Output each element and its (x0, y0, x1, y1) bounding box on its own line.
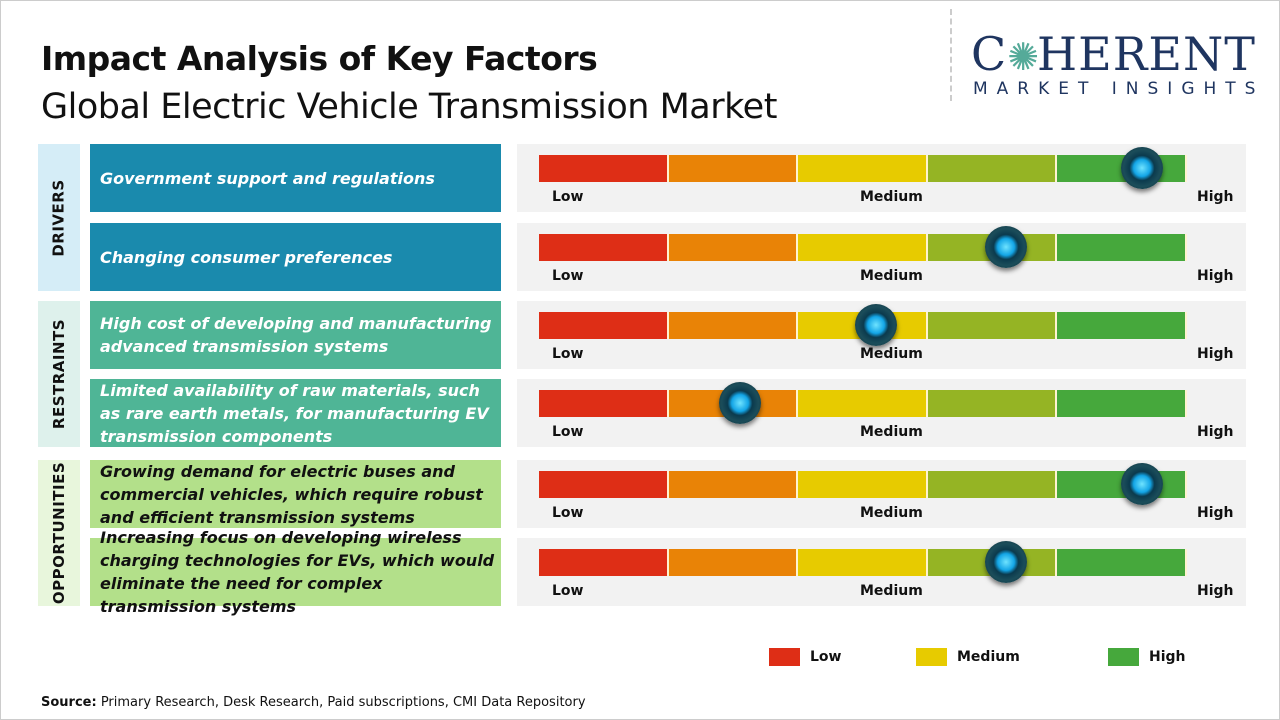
gauge-segment (539, 155, 669, 182)
gauge-segment (668, 312, 799, 339)
factor-text: Increasing focus on developing wireless … (100, 528, 495, 616)
group-label-opportunities: OPPORTUNITIES (38, 460, 80, 606)
gauge-segment (927, 471, 1058, 498)
scale-label-low: Low (552, 189, 584, 205)
impact-gauge: Low Medium High (517, 379, 1246, 447)
group-name: OPPORTUNITIES (50, 461, 68, 605)
scale-label-high: High (1197, 424, 1234, 440)
gauge-segment (539, 471, 669, 498)
legend-swatch (1108, 648, 1139, 666)
scale-label-medium: Medium (860, 268, 923, 284)
scale-label-medium: Medium (860, 346, 923, 362)
legend-label: Low (810, 649, 842, 665)
scale-label-high: High (1197, 189, 1234, 205)
legend-label: Medium (957, 649, 1020, 665)
subtitle: Global Electric Vehicle Transmission Mar… (41, 87, 777, 127)
gauge-segment (1057, 549, 1187, 576)
impact-gauge: Low Medium High (517, 301, 1246, 369)
scale-label-low: Low (552, 346, 584, 362)
factor-text: Government support and regulations (100, 168, 435, 188)
factor-label: Limited availability of raw materials, s… (90, 379, 501, 447)
gauge-segment (539, 549, 669, 576)
gauge-indicator-knob (984, 226, 1027, 268)
scale-label-high: High (1197, 268, 1234, 284)
scale-label-low: Low (552, 583, 584, 599)
gauge-segment (539, 390, 669, 417)
group-label-restraints: RESTRAINTS (38, 301, 80, 447)
gauge-indicator-knob (718, 382, 761, 424)
gauge-segment (1057, 312, 1187, 339)
factor-label: Changing consumer preferences (90, 223, 501, 291)
gauge-segment (927, 390, 1058, 417)
legend-label: High (1149, 649, 1186, 665)
scale-label-low: Low (552, 505, 584, 521)
gauge-indicator-knob (1120, 147, 1163, 189)
gauge-segment (668, 471, 799, 498)
gauge-segment (668, 155, 799, 182)
gauge-segment (798, 234, 928, 261)
scale-label-low: Low (552, 424, 584, 440)
gauge-indicator-knob (984, 541, 1027, 583)
factor-label: High cost of developing and manufacturin… (90, 301, 501, 369)
scale-label-medium: Medium (860, 189, 923, 205)
scale-label-low: Low (552, 268, 584, 284)
divider (950, 9, 952, 101)
source-text: Primary Research, Desk Research, Paid su… (96, 695, 586, 710)
scale-label-high: High (1197, 583, 1234, 599)
factor-label: Increasing focus on developing wireless … (90, 528, 501, 616)
gauge-segment (668, 234, 799, 261)
gauge-segment (1057, 390, 1187, 417)
gauge-segment (798, 390, 928, 417)
source-label: Source: (41, 695, 97, 710)
impact-gauge: Low Medium High (517, 460, 1246, 528)
gauge-segment (927, 312, 1058, 339)
gauge-indicator-knob (1120, 463, 1163, 505)
scale-label-medium: Medium (860, 583, 923, 599)
factor-text: Growing demand for electric buses and co… (100, 461, 483, 527)
factor-text: Limited availability of raw materials, s… (100, 380, 489, 446)
group-name: RESTRAINTS (50, 318, 69, 430)
gauge-segment (668, 549, 799, 576)
factor-text: Changing consumer preferences (100, 247, 393, 267)
impact-gauge: Low Medium High (517, 223, 1246, 291)
source: Source: Primary Research, Desk Research,… (41, 695, 586, 710)
gauge-segment (798, 471, 928, 498)
gauge-segment (798, 549, 928, 576)
legend-swatch (916, 648, 947, 666)
scale-label-medium: Medium (860, 424, 923, 440)
legend-swatch (769, 648, 800, 666)
impact-gauge: Low Medium High (517, 538, 1246, 606)
factor-label: Growing demand for electric buses and co… (90, 460, 501, 528)
scale-label-medium: Medium (860, 505, 923, 521)
logo-subtitle: MARKET INSIGHTS (973, 79, 1265, 99)
scale-label-high: High (1197, 346, 1234, 362)
factor-text: High cost of developing and manufacturin… (100, 314, 492, 356)
title: Impact Analysis of Key Factors (41, 39, 598, 78)
impact-gauge: Low Medium High (517, 144, 1246, 212)
gauge-indicator-knob (854, 304, 897, 346)
gauge-segment (927, 155, 1058, 182)
group-label-drivers: DRIVERS (38, 144, 80, 291)
gauge-segment (539, 234, 669, 261)
factor-label: Government support and regulations (90, 144, 501, 212)
gauge-segment (798, 155, 928, 182)
scale-label-high: High (1197, 505, 1234, 521)
group-name: DRIVERS (50, 178, 69, 257)
gauge-segment (1057, 234, 1187, 261)
logo: C✺HERENT (971, 27, 1256, 81)
gauge-segment (539, 312, 669, 339)
